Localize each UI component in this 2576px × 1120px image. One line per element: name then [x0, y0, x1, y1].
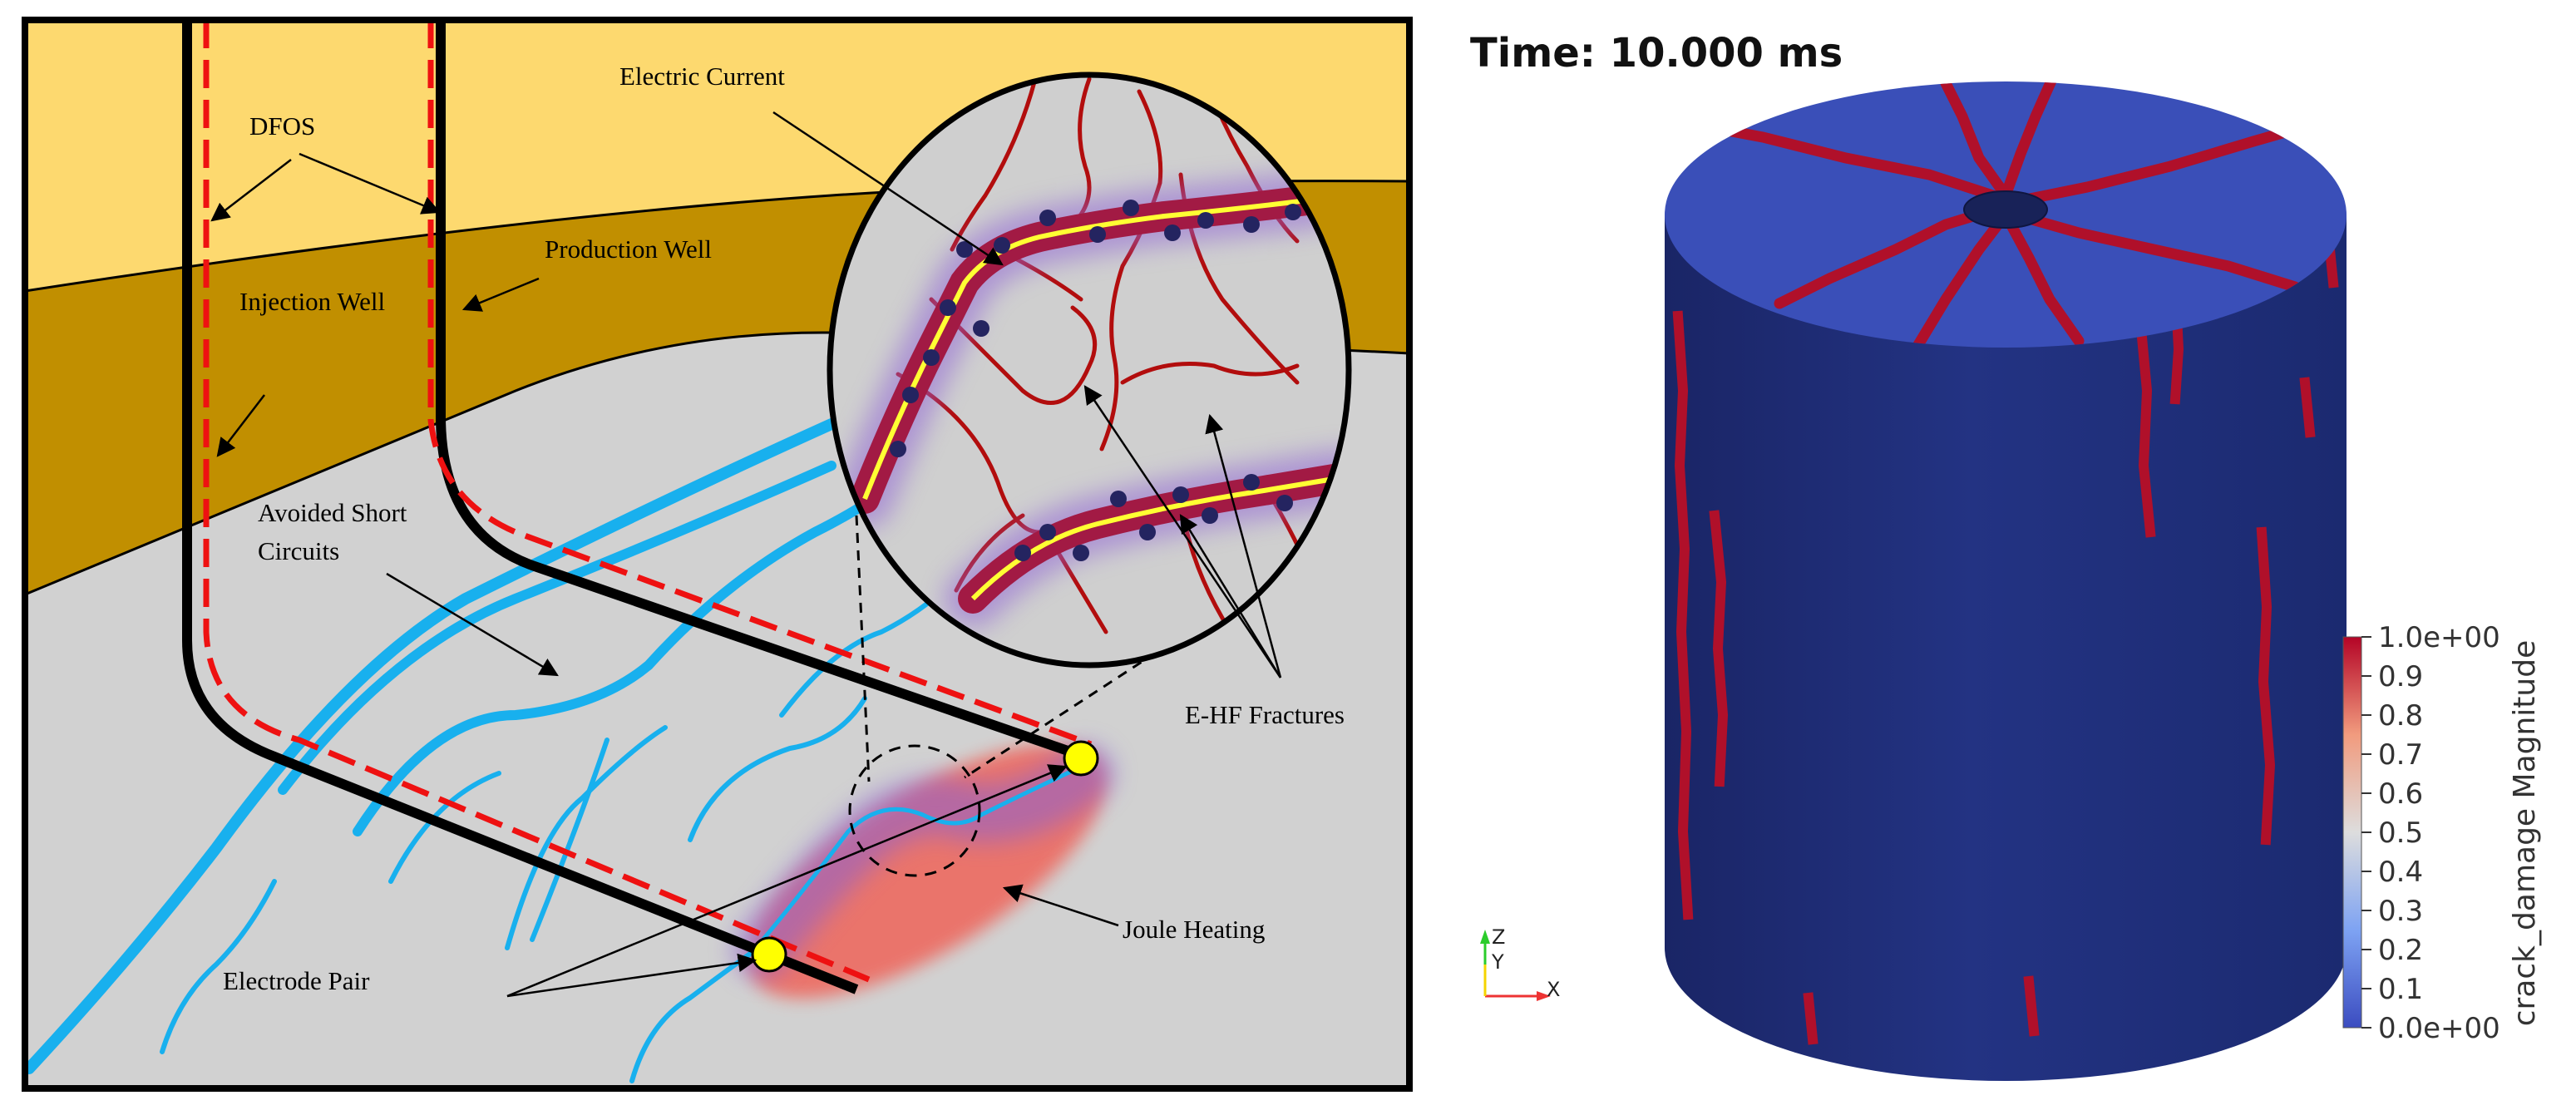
annotation-arrows	[210, 111, 1282, 998]
electrode-production	[1063, 740, 1099, 777]
cylinder-side	[1665, 215, 2347, 1081]
schematic-diagram: DFOS Injection Well Production Well Elec…	[22, 17, 1413, 1092]
colorbar-tick-label: 0.9	[2378, 660, 2423, 693]
electrode-pair-label: Electrode Pair	[223, 966, 370, 995]
simulation-view: Time: 10.000 ms	[1430, 0, 2576, 1116]
production-well	[436, 20, 1074, 757]
colorbar-tick-label: 0.8	[2378, 699, 2423, 733]
colorbar: 1.0e+00 0.9 0.8 0.7 0.6 0.5 0.4 0.3 0.2 0.1 0.0e+0…	[2342, 621, 2542, 1045]
colorbar-tick-label: 1.0e+00	[2378, 621, 2500, 654]
dfos-production	[427, 20, 1093, 747]
colorbar-tick-label: 0.7	[2378, 738, 2423, 772]
borehole	[1964, 191, 2047, 228]
avoided-short-label-line2: Circuits	[258, 536, 339, 565]
zoom-inset	[827, 72, 1352, 669]
top-cracks	[1690, 81, 2317, 348]
dfos-injection	[203, 20, 871, 983]
time-label: Time: 10.000 ms	[1470, 30, 1843, 76]
simulation-panel: Time: 10.000 ms	[1430, 0, 2576, 1116]
zoom-target-circle	[848, 744, 981, 877]
colorbar-tick-label: 0.3	[2378, 895, 2423, 928]
schematic-border	[22, 17, 1413, 1092]
axis-y-label: Y	[1491, 950, 1504, 974]
avoided-short-label-line1: Avoided Short	[258, 498, 407, 527]
injection-well-label: Injection Well	[239, 287, 385, 316]
colorbar-tick-label: 0.5	[2378, 817, 2423, 850]
production-well-label: Production Well	[545, 234, 712, 264]
wells	[182, 20, 1093, 994]
joule-heating-label: Joule Heating	[1123, 915, 1265, 944]
axis-x-label: X	[1547, 978, 1560, 1001]
colorbar-title: crack_damage Magnitude	[2508, 640, 2542, 1027]
electric-current-label: Electric Current	[619, 62, 785, 91]
colorbar-ticks: 1.0e+00 0.9 0.8 0.7 0.6 0.5 0.4 0.3 0.2 0.1 0.0e+0…	[2361, 621, 2500, 1045]
colorbar-tick-label: 0.4	[2378, 856, 2423, 889]
dfos-label: DFOS	[249, 111, 315, 141]
colorbar-tick-label: 0.0e+00	[2378, 1012, 2500, 1045]
ehf-fractures-label: E-HF Fractures	[1185, 700, 1345, 729]
colorbar-tick-label: 0.2	[2378, 934, 2423, 967]
proppant-particles	[890, 200, 1301, 561]
electrode-injection	[751, 936, 787, 973]
colorbar-tick-label: 0.6	[2378, 777, 2423, 811]
schematic-panel: DFOS Injection Well Production Well Elec…	[22, 17, 1413, 1092]
injection-well	[182, 20, 859, 994]
natural-fractures	[25, 418, 1088, 1083]
orientation-axes: Z Y X	[1480, 925, 1560, 1001]
axis-z-label: Z	[1492, 925, 1505, 949]
cylinder	[1665, 81, 2347, 1081]
colorbar-tick-label: 0.1	[2378, 973, 2423, 1006]
